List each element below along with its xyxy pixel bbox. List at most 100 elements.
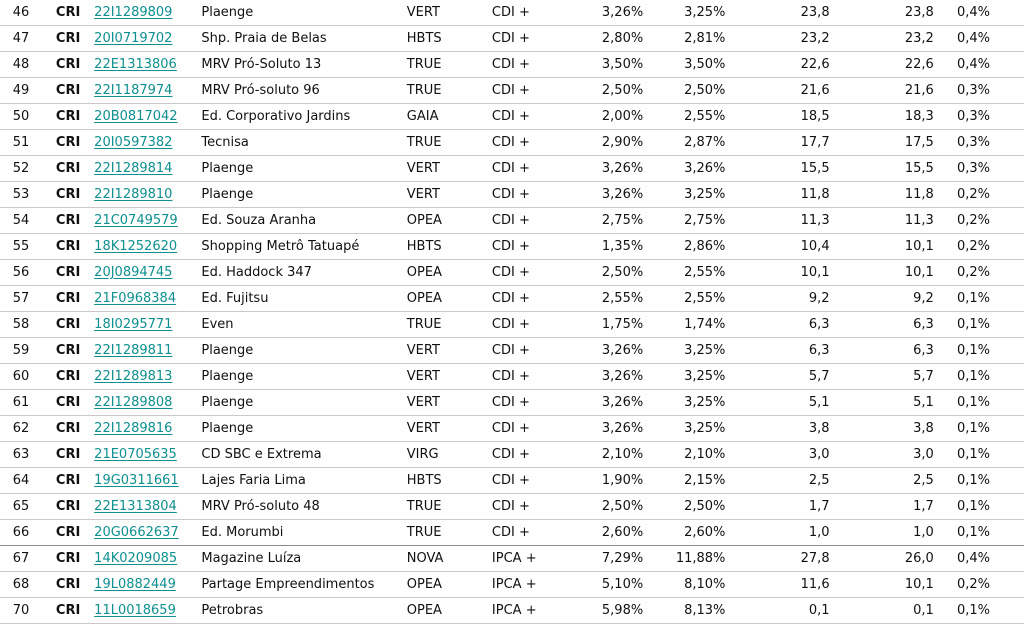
indexer: CDI + — [487, 285, 574, 312]
asset-code-link[interactable]: 22I1289814 — [94, 161, 173, 176]
value-2: 0,1 — [843, 597, 948, 624]
indexer: CDI + — [487, 467, 574, 494]
row-number: 51 — [0, 129, 43, 156]
issue-rate: 3,26% — [573, 337, 646, 364]
value-2: 5,1 — [843, 389, 948, 416]
value-2: 1,7 — [843, 493, 948, 520]
issuer-name: Ed. Fujitsu — [199, 285, 405, 312]
asset-code-cell: 20J0894745 — [94, 259, 200, 286]
mtm-rate: 3,26% — [645, 155, 736, 182]
value-1: 11,3 — [735, 207, 844, 234]
value-1: 27,8 — [735, 545, 844, 572]
asset-code-link[interactable]: 20B0817042 — [94, 109, 178, 124]
issuer-name: Plaenge — [199, 155, 405, 182]
value-1: 11,6 — [735, 571, 844, 598]
asset-code-link[interactable]: 21F0968384 — [94, 291, 177, 306]
indexer: IPCA + — [487, 545, 574, 572]
mtm-rate: 2,55% — [645, 285, 736, 312]
asset-code-link[interactable]: 20G0662637 — [94, 525, 179, 540]
securitizer: TRUE — [404, 51, 488, 78]
row-number: 57 — [0, 285, 43, 312]
issuer-name: Ed. Souza Aranha — [199, 207, 405, 234]
asset-code-link[interactable]: 21C0749579 — [94, 213, 178, 228]
asset-code-cell: 18I0295771 — [94, 311, 200, 338]
issue-rate: 3,26% — [573, 181, 646, 208]
mtm-rate: 2,81% — [645, 25, 736, 52]
issuer-name: Plaenge — [199, 363, 405, 390]
asset-code-link[interactable]: 11L0018659 — [94, 603, 176, 618]
indexer: CDI + — [487, 441, 574, 468]
table-row: 53 CRI 22I1289810 Plaenge VERT CDI +3,26% 3,25… — [0, 181, 1024, 208]
asset-code-link[interactable]: 22I1289809 — [94, 5, 173, 20]
asset-code-link[interactable]: 20J0894745 — [94, 265, 173, 280]
mtm-rate: 3,25% — [645, 181, 736, 208]
asset-code-link[interactable]: 19G0311661 — [94, 473, 179, 488]
issue-rate: 2,00% — [573, 103, 646, 130]
issuer-name: Even — [199, 311, 405, 338]
indexer: CDI + — [487, 181, 574, 208]
issuer-name: MRV Pró-soluto 96 — [199, 77, 405, 104]
securitizer: VERT — [404, 337, 488, 364]
asset-code-link[interactable]: 20I0719702 — [94, 31, 173, 46]
asset-code-link[interactable]: 18I0295771 — [94, 317, 173, 332]
asset-type: CRI — [42, 155, 95, 182]
asset-code-link[interactable]: 19L0882449 — [94, 577, 176, 592]
table-row: 57 CRI 21F0968384 Ed. Fujitsu OPEA CDI +2,55%… — [0, 285, 1024, 312]
portfolio-share: 0,3% — [947, 155, 1024, 182]
asset-type: CRI — [42, 51, 95, 78]
mtm-rate: 3,25% — [645, 415, 736, 442]
row-number: 67 — [0, 545, 43, 572]
portfolio-share: 0,1% — [947, 337, 1024, 364]
asset-code-link[interactable]: 18K1252620 — [94, 239, 178, 254]
table-row: 51 CRI 20I0597382 Tecnisa TRUE CDI +2,90% 2,87… — [0, 129, 1024, 156]
asset-code-link[interactable]: 22E1313806 — [94, 57, 177, 72]
row-number: 50 — [0, 103, 43, 130]
portfolio-share: 0,2% — [947, 233, 1024, 260]
asset-type: CRI — [42, 389, 95, 416]
row-number: 48 — [0, 51, 43, 78]
issuer-name: Plaenge — [199, 337, 405, 364]
issuer-name: MRV Pró-Soluto 13 — [199, 51, 405, 78]
indexer: CDI + — [487, 389, 574, 416]
asset-code-cell: 20G0662637 — [94, 519, 200, 546]
mtm-rate: 8,10% — [645, 571, 736, 598]
value-1: 5,7 — [735, 363, 844, 390]
issuer-name: Ed. Morumbi — [199, 519, 405, 546]
issue-rate: 2,10% — [573, 441, 646, 468]
asset-code-link[interactable]: 22I1289813 — [94, 369, 173, 384]
row-number: 54 — [0, 207, 43, 234]
mtm-rate: 2,60% — [645, 519, 736, 546]
row-number: 66 — [0, 519, 43, 546]
table-row: 64 CRI 19G0311661 Lajes Faria Lima HBTS CDI +… — [0, 467, 1024, 494]
asset-code-link[interactable]: 22E1313804 — [94, 499, 177, 514]
value-2: 5,7 — [843, 363, 948, 390]
value-2: 3,0 — [843, 441, 948, 468]
table-row: 66 CRI 20G0662637 Ed. Morumbi TRUE CDI +2,60%… — [0, 519, 1024, 546]
asset-code-link[interactable]: 21E0705635 — [94, 447, 177, 462]
value-1: 23,2 — [735, 25, 844, 52]
portfolio-share: 0,2% — [947, 181, 1024, 208]
asset-code-link[interactable]: 22I1289808 — [94, 395, 173, 410]
asset-code-link[interactable]: 22I1187974 — [94, 83, 173, 98]
asset-code-link[interactable]: 14K0209085 — [94, 551, 178, 566]
value-1: 1,7 — [735, 493, 844, 520]
issue-rate: 3,26% — [573, 415, 646, 442]
issue-rate: 5,98% — [573, 597, 646, 624]
mtm-rate: 3,25% — [645, 337, 736, 364]
indexer: CDI + — [487, 311, 574, 338]
securitizer: OPEA — [404, 259, 488, 286]
asset-code-cell: 22I1289811 — [94, 337, 200, 364]
asset-code-link[interactable]: 22I1289810 — [94, 187, 173, 202]
asset-code-cell: 22I1289814 — [94, 155, 200, 182]
issue-rate: 1,35% — [573, 233, 646, 260]
value-1: 9,2 — [735, 285, 844, 312]
asset-code-link[interactable]: 22I1289816 — [94, 421, 173, 436]
asset-code-link[interactable]: 22I1289811 — [94, 343, 173, 358]
portfolio-share: 0,3% — [947, 77, 1024, 104]
value-2: 17,5 — [843, 129, 948, 156]
securitizer: HBTS — [404, 25, 488, 52]
table-row: 48 CRI 22E1313806 MRV Pró-Soluto 13 TRUE CDI … — [0, 51, 1024, 78]
table-row: 47 CRI 20I0719702 Shp. Praia de Belas HBTS CD… — [0, 25, 1024, 52]
asset-code-link[interactable]: 20I0597382 — [94, 135, 173, 150]
